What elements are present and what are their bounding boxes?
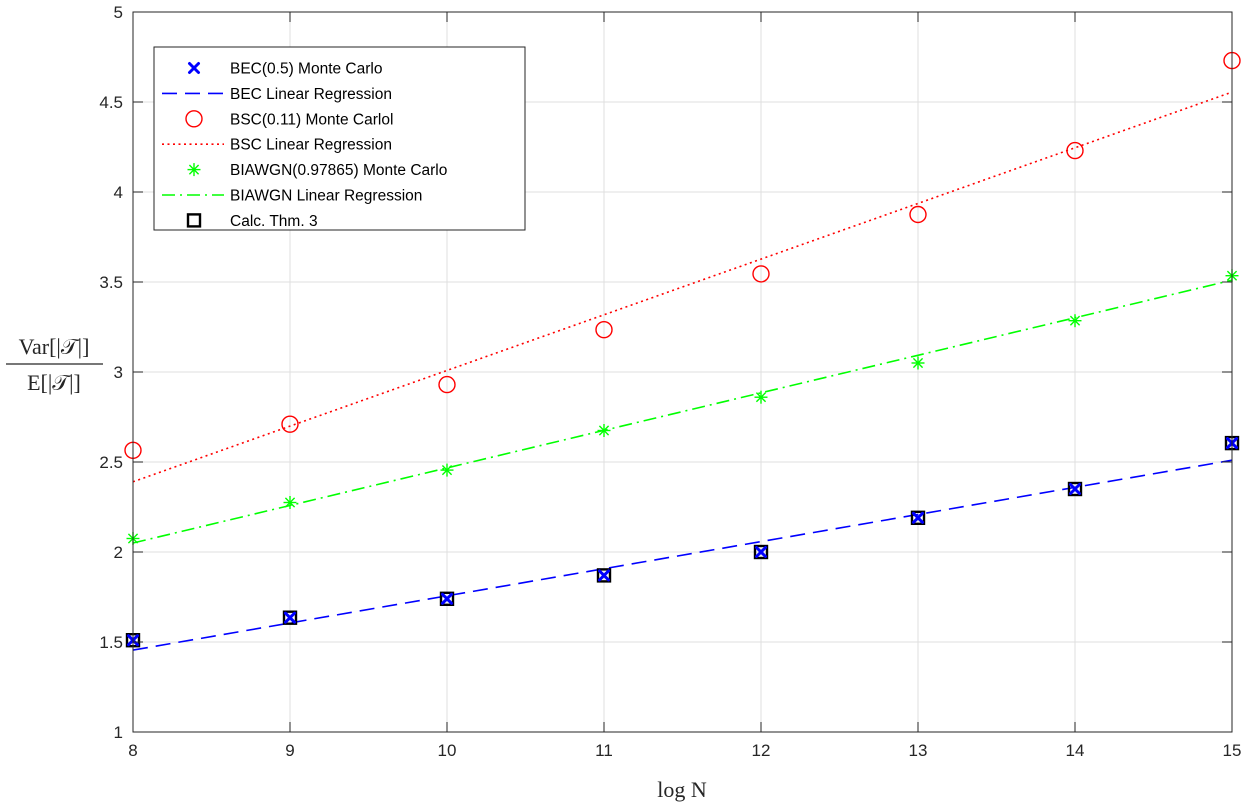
- marker-circle: [281, 415, 299, 433]
- y-axis-label-denominator: E[|𝒯|]: [27, 370, 81, 395]
- marker-stroke: [188, 62, 200, 74]
- x-tick-label: 11: [595, 741, 613, 760]
- x-axis-label-text: log N: [657, 777, 707, 802]
- data-point: [910, 510, 926, 525]
- legend: BEC(0.5) Monte Carlo BEC Linear Regressio…: [153, 46, 526, 231]
- marker-square: [439, 591, 455, 606]
- marker-square: [186, 213, 202, 228]
- data-point: [1066, 141, 1084, 160]
- data-point: [282, 610, 298, 625]
- x-axis-label: log N: [657, 777, 707, 802]
- y-tick-label: 3: [114, 363, 123, 382]
- marker-stroke: [188, 164, 200, 175]
- regression-lines: [132, 91, 1233, 651]
- marker-stroke: [284, 497, 296, 508]
- legend-label: BIAWGN(0.97865) Monte Carlo: [230, 162, 447, 179]
- x-tick-label: 9: [285, 741, 294, 760]
- y-tick-label: 1.5: [99, 633, 123, 652]
- marker-square: [282, 610, 298, 625]
- data-point: [598, 569, 610, 582]
- data-point: [753, 544, 769, 560]
- marker-circle: [438, 375, 456, 394]
- data-point: [1068, 314, 1082, 328]
- data-point: [754, 390, 768, 404]
- data-point: [752, 265, 770, 283]
- data-point: [439, 591, 455, 606]
- data-point: [595, 321, 613, 339]
- marker-circle: [752, 265, 770, 283]
- legend-label: BIAWGN Linear Regression: [230, 188, 422, 205]
- x-tick-label: 14: [1066, 741, 1085, 760]
- marker-stroke: [912, 511, 924, 524]
- marker-stroke: [1069, 315, 1081, 326]
- y-axis-label-numerator: Var[|𝒯|]: [19, 334, 90, 359]
- data-point: [596, 568, 612, 583]
- y-tick-label: 3.5: [99, 273, 123, 292]
- marker-stroke: [441, 465, 453, 476]
- marker-stroke: [441, 592, 453, 605]
- x-tick-label: 8: [128, 741, 137, 760]
- data-point: [283, 496, 297, 509]
- data-point: [909, 205, 927, 224]
- legend-item: BSC(0.11) Monte Carlol: [185, 110, 393, 128]
- legend-item: BSC Linear Regression: [162, 137, 392, 154]
- data-point: [438, 375, 456, 394]
- data-point: [597, 424, 611, 437]
- legend-item: BEC Linear Regression: [162, 86, 392, 103]
- y-tick-label: 2.5: [99, 453, 123, 472]
- marker-circle: [595, 321, 613, 339]
- regression-line: [132, 91, 1233, 483]
- marker-stroke: [598, 569, 610, 582]
- axis-ticks: 8 9 10 11 12 13 14 15 1 1.5 2 2.5 3 3.5 4 4.5 5: [99, 3, 1241, 760]
- legend-marker-sample: [185, 110, 203, 128]
- legend-label: BSC(0.11) Monte Carlol: [230, 111, 393, 128]
- marker-square: [1067, 481, 1083, 497]
- marker-stroke: [912, 357, 924, 369]
- data-point: [441, 592, 453, 605]
- y-tick-label: 4: [114, 183, 123, 202]
- legend-item: BIAWGN(0.97865) Monte Carlo: [187, 162, 447, 179]
- x-tick-label: 15: [1223, 741, 1242, 760]
- legend-box: [153, 46, 526, 231]
- y-axis-label: Var[|𝒯|] E[|𝒯|]: [6, 334, 103, 395]
- data-point: [281, 415, 299, 433]
- marker-circle: [909, 205, 927, 224]
- legend-item: Calc. Thm. 3: [186, 213, 318, 230]
- y-tick-label: 4.5: [99, 93, 123, 112]
- regression-line: [132, 459, 1233, 651]
- marker-square: [910, 510, 926, 525]
- legend-label: BSC Linear Regression: [230, 137, 392, 154]
- data-point: [755, 546, 767, 558]
- legend-item: BEC(0.5) Monte Carlo: [188, 61, 382, 78]
- legend-marker-sample: [186, 213, 202, 228]
- legend-marker-sample: [187, 163, 201, 177]
- marker-stroke: [755, 546, 767, 558]
- legend-marker-sample: [188, 62, 200, 74]
- marker-circle: [185, 110, 203, 128]
- data-point: [912, 511, 924, 524]
- legend-label: Calc. Thm. 3: [230, 213, 318, 230]
- marker-stroke: [1069, 483, 1081, 495]
- data-point: [1067, 481, 1083, 497]
- marker-circle: [1066, 141, 1084, 160]
- legend-label: BEC Linear Regression: [230, 86, 392, 103]
- data-point: [1069, 483, 1081, 495]
- legend-label: BEC(0.5) Monte Carlo: [230, 61, 382, 78]
- data-point: [284, 611, 296, 624]
- marker-stroke: [284, 611, 296, 624]
- data-point: [440, 463, 454, 477]
- x-tick-label: 10: [438, 741, 457, 760]
- marker-square: [753, 544, 769, 560]
- data-point: [911, 356, 925, 370]
- marker-stroke: [598, 425, 610, 436]
- marker-square: [596, 568, 612, 583]
- y-tick-label: 2: [114, 543, 123, 562]
- x-tick-label: 13: [909, 741, 928, 760]
- y-tick-label: 1: [114, 723, 123, 742]
- legend-item: BIAWGN Linear Regression: [162, 188, 422, 205]
- y-tick-label: 5: [114, 3, 123, 22]
- marker-stroke: [755, 392, 767, 403]
- x-tick-label: 12: [752, 741, 771, 760]
